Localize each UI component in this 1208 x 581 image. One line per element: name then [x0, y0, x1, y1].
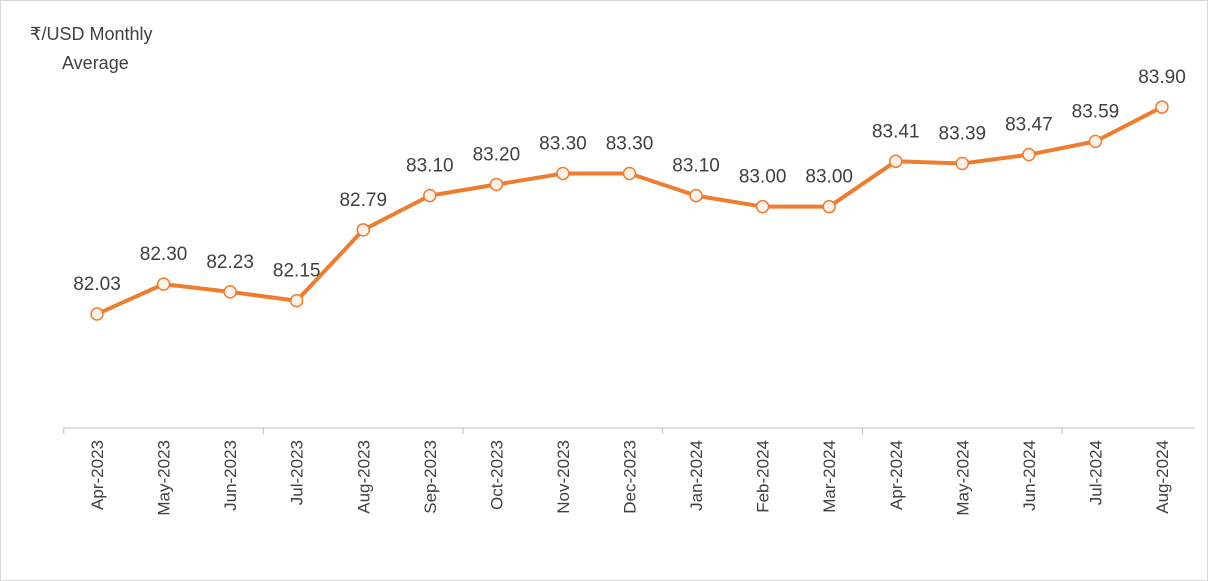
data-label: 83.90 — [1138, 67, 1186, 88]
marker — [1022, 147, 1036, 162]
x-tick-label: Jun-2023 — [221, 440, 240, 511]
data-label: 83.39 — [939, 124, 987, 145]
data-label: 83.10 — [672, 156, 720, 177]
chart-title: Average — [62, 53, 129, 73]
marker — [622, 166, 637, 181]
x-tick-label: Jun-2024 — [1020, 440, 1039, 511]
x-tick-label: Apr-2024 — [887, 440, 906, 510]
x-tick-label: Aug-2023 — [354, 440, 373, 514]
x-tick-label: Jul-2024 — [1086, 440, 1105, 505]
data-label: 83.00 — [739, 167, 787, 188]
marker — [822, 199, 836, 214]
data-label: 82.15 — [273, 261, 321, 282]
data-label: 83.10 — [406, 156, 454, 177]
marker — [955, 156, 970, 171]
data-label: 83.59 — [1072, 101, 1120, 122]
x-tick-label: Nov-2023 — [554, 440, 573, 514]
data-label: 82.30 — [140, 244, 188, 265]
x-tick-label: May-2024 — [953, 440, 972, 516]
data-label: 83.41 — [872, 121, 920, 142]
x-tick-label: Jul-2023 — [288, 440, 307, 505]
marker — [156, 277, 171, 291]
marker — [1088, 134, 1103, 149]
x-tick-label: Sep-2023 — [421, 440, 440, 514]
marker — [423, 188, 437, 203]
x-tick-label: Mar-2024 — [820, 440, 839, 513]
marker — [223, 285, 237, 299]
data-label: 83.30 — [539, 133, 587, 154]
x-tick-label: Feb-2024 — [754, 440, 773, 513]
marker — [90, 307, 104, 321]
x-tick-label: Jan-2024 — [687, 440, 706, 511]
data-label: 82.03 — [73, 274, 121, 295]
data-label: 83.30 — [606, 133, 654, 154]
chart-title: ₹/USD Monthly — [30, 24, 152, 44]
marker — [289, 293, 304, 308]
x-tick-label: Aug-2024 — [1153, 440, 1172, 514]
x-tick-label: Dec-2023 — [621, 440, 640, 514]
data-label: 83.00 — [805, 167, 853, 188]
marker — [1155, 100, 1169, 114]
data-label: 82.79 — [339, 190, 387, 211]
data-label: 83.47 — [1005, 115, 1053, 136]
marker — [556, 166, 570, 181]
x-tick-label: May-2023 — [155, 440, 174, 516]
data-label: 83.20 — [473, 145, 521, 166]
x-tick-label: Apr-2023 — [88, 440, 107, 510]
marker — [489, 177, 504, 192]
marker — [755, 199, 770, 214]
x-tick-label: Oct-2023 — [487, 440, 506, 510]
data-label: 82.23 — [206, 252, 254, 273]
marker — [689, 188, 703, 203]
marker — [356, 223, 370, 237]
marker — [889, 154, 903, 169]
